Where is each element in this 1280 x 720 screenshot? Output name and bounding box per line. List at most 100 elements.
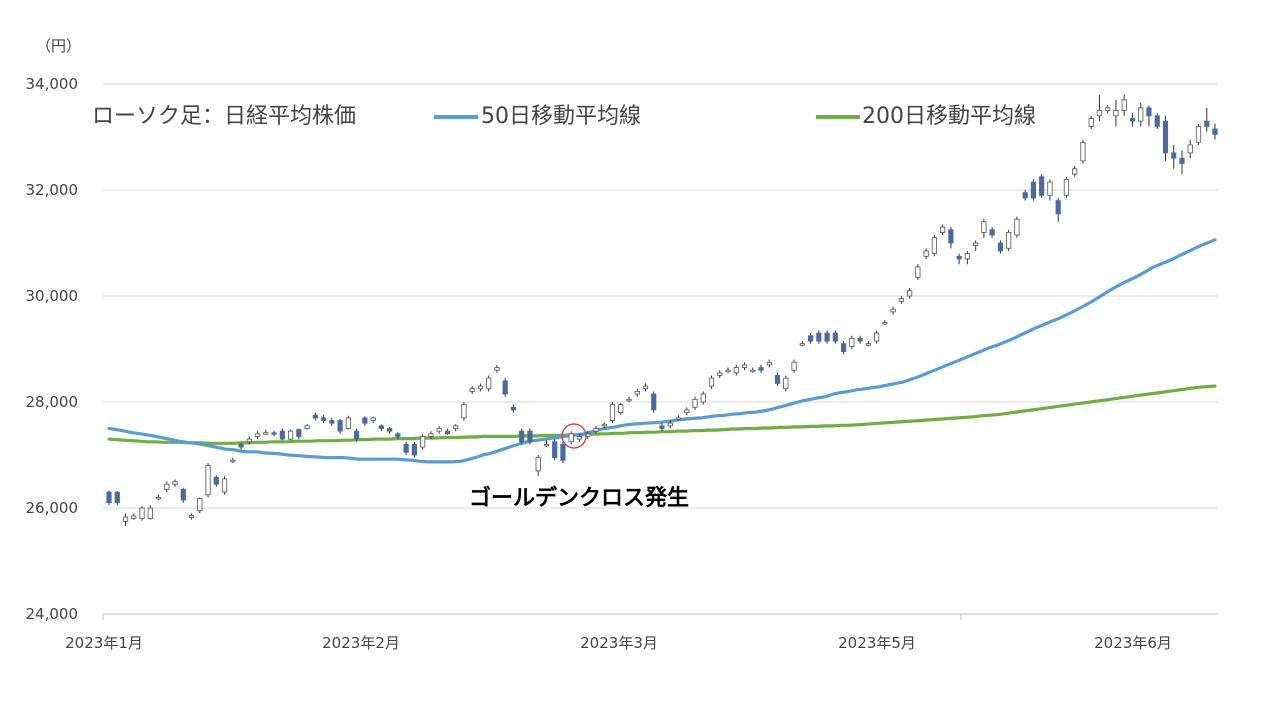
- candle-body-up: [708, 377, 715, 387]
- candle-body-down: [510, 406, 517, 411]
- candle-body-up: [873, 332, 880, 342]
- candle: [180, 487, 186, 503]
- candle: [733, 364, 739, 376]
- candle-body-down: [1146, 107, 1152, 117]
- candle: [172, 479, 178, 487]
- candle: [807, 333, 814, 344]
- golden-cross-marker-layer: [561, 423, 587, 449]
- candle-body-down: [997, 242, 1004, 252]
- candle: [114, 491, 120, 506]
- candle-body-up: [766, 361, 772, 366]
- candle: [774, 372, 781, 387]
- candle-body-up: [593, 428, 599, 432]
- candle-body-up: [601, 423, 607, 427]
- candle-body-down: [774, 375, 781, 384]
- candle-body-up: [725, 369, 731, 373]
- y-tick-label: 34,000: [26, 75, 79, 93]
- candle-body-down: [1171, 152, 1177, 159]
- candle: [824, 330, 830, 344]
- candle: [436, 425, 442, 434]
- candle: [923, 248, 929, 259]
- candle-body-up: [634, 390, 640, 395]
- candle: [568, 431, 574, 445]
- candle-body-up: [188, 515, 195, 518]
- candle-body-up: [453, 425, 459, 429]
- y-tick-label: 32,000: [26, 181, 79, 199]
- candle-body-up: [675, 417, 682, 420]
- x-tick-label: 2023年1月: [65, 634, 143, 652]
- candle: [973, 240, 979, 251]
- candle: [593, 425, 599, 434]
- candle: [287, 429, 294, 441]
- candle-body-down: [948, 229, 954, 244]
- candle-body-down: [395, 433, 401, 437]
- candle: [601, 422, 607, 429]
- candle-body-up: [263, 432, 269, 435]
- candle: [609, 402, 616, 424]
- candle-body-up: [783, 377, 789, 390]
- candle: [519, 428, 525, 445]
- candle-body-down: [180, 489, 186, 501]
- candle: [634, 388, 640, 397]
- candle-body-up: [684, 409, 690, 414]
- candle-body-down: [502, 380, 508, 395]
- candle-body-down: [387, 428, 393, 432]
- candle-body-down: [1022, 192, 1028, 199]
- candle-body-up: [469, 388, 475, 392]
- candle: [1105, 105, 1111, 114]
- candle: [1187, 139, 1193, 159]
- candle: [741, 362, 748, 371]
- candle: [642, 383, 649, 392]
- candle: [155, 494, 162, 501]
- candle: [403, 441, 409, 455]
- candle: [411, 441, 417, 458]
- candle: [1096, 94, 1103, 122]
- candle: [865, 341, 871, 347]
- candle: [238, 442, 244, 450]
- candle: [956, 253, 962, 265]
- candle-body-up: [733, 367, 739, 374]
- candle: [1204, 107, 1210, 132]
- candle-body-down: [807, 335, 814, 342]
- gridlines: [103, 83, 1218, 615]
- candle-body-down: [857, 337, 863, 342]
- candle: [675, 415, 682, 421]
- candle-body-down: [1129, 118, 1136, 122]
- candle-body-down: [560, 443, 566, 461]
- candle: [197, 497, 203, 514]
- candle-body-down: [824, 332, 830, 342]
- candle: [1138, 102, 1144, 127]
- candle-body-up: [940, 226, 946, 233]
- candle-body-down: [320, 417, 327, 421]
- golden-cross-circle: [561, 423, 587, 449]
- candle-body-down: [552, 441, 558, 459]
- candle: [312, 412, 318, 421]
- candle: [898, 296, 904, 304]
- candle-body-up: [618, 404, 624, 413]
- candle: [147, 505, 153, 520]
- ma200-series: [107, 384, 1217, 445]
- candle: [1039, 174, 1045, 198]
- candle-body-up: [568, 433, 574, 443]
- y-tick-label: 28,000: [26, 393, 79, 411]
- candle: [230, 457, 236, 463]
- candle: [931, 235, 937, 257]
- candle: [420, 433, 426, 450]
- candle-body-down: [1212, 128, 1218, 135]
- candle: [444, 428, 451, 435]
- candle: [106, 490, 112, 506]
- candle: [1055, 197, 1061, 222]
- candle-body-down: [271, 432, 277, 435]
- candle: [700, 391, 706, 405]
- candle: [1154, 113, 1160, 130]
- candle-body-up: [1138, 107, 1144, 122]
- x-tick-label: 2023年3月: [580, 634, 658, 652]
- candle: [1179, 150, 1185, 175]
- candle-body-up: [477, 385, 484, 390]
- ma50-series: [107, 238, 1217, 464]
- candle-body-up: [304, 425, 310, 429]
- candle: [873, 330, 880, 344]
- candle-body-down: [337, 420, 343, 432]
